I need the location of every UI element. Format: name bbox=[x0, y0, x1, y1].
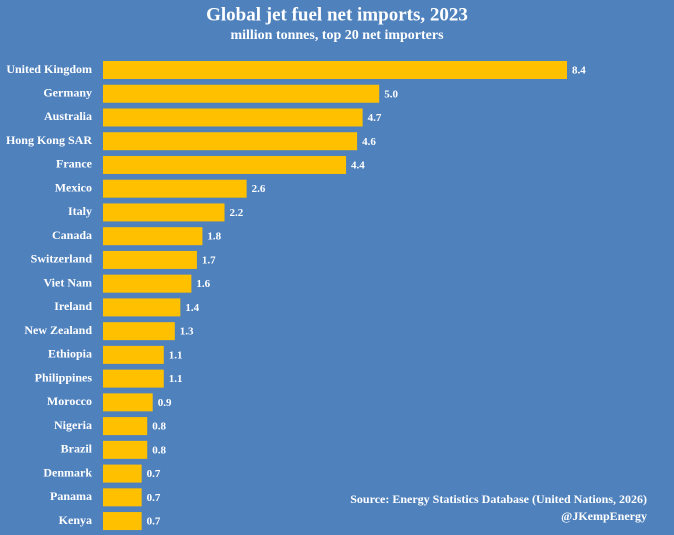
bar bbox=[103, 369, 164, 388]
data-label: 1.3 bbox=[180, 326, 194, 338]
category-label: Ireland bbox=[54, 299, 92, 313]
data-label: 5.0 bbox=[384, 88, 398, 100]
data-label: 0.8 bbox=[152, 421, 166, 433]
category-label: New Zealand bbox=[24, 323, 92, 337]
bar bbox=[103, 132, 358, 151]
bar bbox=[103, 322, 175, 341]
category-label: Germany bbox=[43, 85, 92, 99]
bar bbox=[103, 227, 203, 246]
data-label: 1.8 bbox=[207, 231, 221, 243]
category-label: Australia bbox=[44, 109, 92, 123]
data-label: 2.2 bbox=[230, 207, 244, 219]
bar bbox=[103, 417, 148, 436]
data-label: 1.6 bbox=[196, 278, 210, 290]
category-label: France bbox=[56, 157, 93, 171]
data-label: 4.6 bbox=[362, 136, 376, 148]
bar bbox=[103, 440, 148, 459]
bar bbox=[103, 345, 164, 364]
data-label: 0.7 bbox=[147, 516, 161, 528]
bar bbox=[103, 464, 142, 483]
category-label: Hong Kong SAR bbox=[6, 133, 92, 147]
category-label: Denmark bbox=[43, 465, 92, 479]
data-label: 0.7 bbox=[147, 492, 161, 504]
data-label: 4.7 bbox=[368, 112, 382, 124]
bar bbox=[103, 84, 380, 103]
category-label: United Kingdom bbox=[6, 62, 92, 76]
category-label: Ethiopia bbox=[48, 347, 92, 361]
category-label: Viet Nam bbox=[43, 275, 92, 289]
chart-title: Global jet fuel net imports, 2023 bbox=[206, 4, 468, 25]
bar bbox=[103, 155, 347, 174]
category-label: Mexico bbox=[55, 180, 92, 194]
data-label: 1.1 bbox=[169, 349, 183, 361]
data-label: 4.4 bbox=[351, 159, 365, 171]
bar bbox=[103, 61, 567, 79]
bar bbox=[103, 250, 197, 269]
bar bbox=[103, 512, 142, 531]
category-label: Switzerland bbox=[31, 252, 93, 266]
bar bbox=[103, 488, 142, 507]
data-label: 1.7 bbox=[202, 254, 216, 266]
data-label: 8.4 bbox=[572, 65, 586, 77]
category-label: Italy bbox=[68, 204, 92, 218]
credit: @JKempEnergy bbox=[561, 509, 647, 523]
category-label: Philippines bbox=[35, 370, 93, 384]
data-label: 0.7 bbox=[147, 468, 161, 480]
bar bbox=[103, 393, 153, 412]
category-label: Panama bbox=[50, 489, 92, 503]
data-label: 2.6 bbox=[252, 183, 266, 195]
category-label: Morocco bbox=[47, 394, 92, 408]
category-label: Kenya bbox=[59, 513, 92, 527]
bar bbox=[103, 298, 181, 317]
category-label: Canada bbox=[52, 228, 92, 242]
source-note: Source: Energy Statistics Database (Unit… bbox=[350, 492, 647, 506]
bar bbox=[103, 274, 192, 293]
data-label: 1.1 bbox=[169, 373, 183, 385]
bar bbox=[103, 203, 225, 222]
category-label: Brazil bbox=[61, 442, 93, 456]
data-label: 1.4 bbox=[185, 302, 199, 314]
bar bbox=[103, 179, 247, 198]
chart-subtitle: million tonnes, top 20 net importers bbox=[230, 28, 444, 43]
data-label: 0.9 bbox=[158, 397, 172, 409]
bar bbox=[103, 108, 363, 127]
data-label: 0.8 bbox=[152, 444, 166, 456]
category-label: Nigeria bbox=[54, 418, 92, 432]
